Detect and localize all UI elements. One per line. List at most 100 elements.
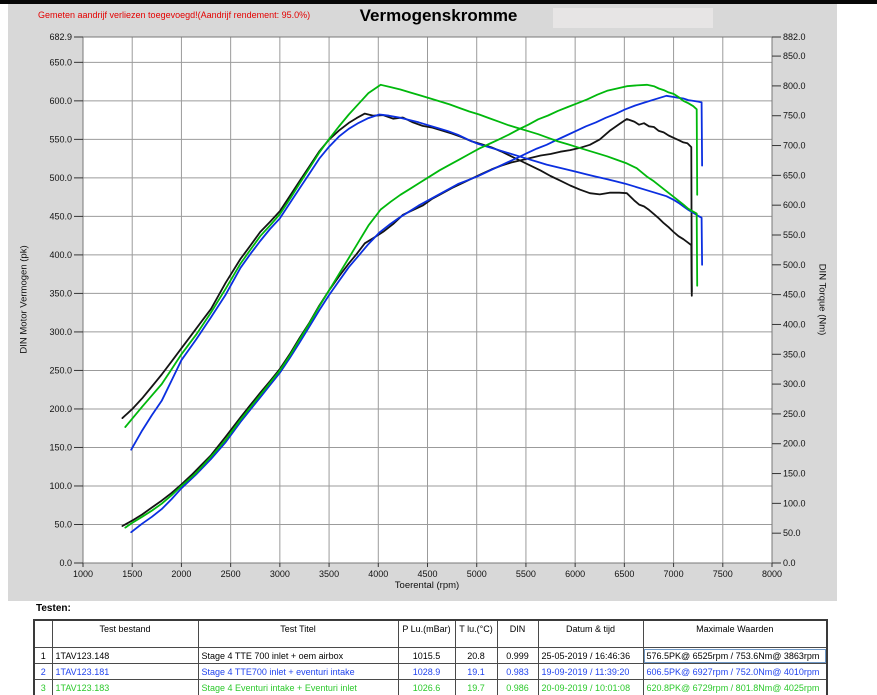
x-tick-label: 5500	[516, 569, 536, 579]
y-left-tick-label: 200.0	[49, 404, 72, 414]
x-tick-label: 4000	[368, 569, 388, 579]
table-cell: 0.999	[496, 647, 539, 664]
table-cell: 1TAV123.148	[51, 647, 199, 664]
table-header-cell: Test Titel	[197, 619, 399, 648]
table-header-cell	[33, 619, 53, 648]
y-right-tick-label: 100.0	[783, 498, 806, 508]
table-cell: 19.7	[454, 679, 498, 695]
table-row[interactable]: 3 1TAV123.183 Stage 4 Eventuri intake + Ev…	[33, 679, 828, 695]
curve-power-test2	[130, 94, 703, 534]
x-tick-label: 5000	[467, 569, 487, 579]
x-tick-label: 3500	[319, 569, 339, 579]
chart-title: Vermogenskromme	[359, 6, 518, 25]
drivetrain-loss-note: Gemeten aandrijf verliezen toegevoegd!(A…	[38, 10, 311, 20]
y-left-axis-title: DIN Motor Vermogen (pk)	[18, 245, 30, 354]
curve-torque-test1	[121, 112, 693, 420]
table-cell: 1TAV123.183	[51, 679, 199, 695]
curve-power-test3	[124, 83, 699, 529]
table-cell: Stage 4 Eventuri intake + Eventuri inlet	[197, 679, 399, 695]
y-right-tick-label: 800.0	[783, 81, 806, 91]
y-left-tick-label: 600.0	[49, 96, 72, 106]
table-cell: 606.5PK@ 6927rpm / 752.0Nm@ 4010rpm	[642, 663, 828, 680]
x-tick-label: 1500	[122, 569, 142, 579]
y-right-tick-label: 450.0	[783, 290, 806, 300]
y-right-axis-title: DIN Torque (Nm)	[816, 263, 828, 336]
y-left-tick-label: 350.0	[49, 288, 72, 298]
table-cell: Stage 4 TTE700 inlet + eventuri intake	[197, 663, 399, 680]
table-row[interactable]: 1 1TAV123.148 Stage 4 TTE 700 inlet + oem …	[33, 647, 828, 664]
table-header-cell: Test bestand	[51, 619, 199, 648]
table-cell: 19.1	[454, 663, 498, 680]
table-cell: 20-09-2019 / 10:01:08	[537, 679, 644, 695]
y-left-tick-label: 650.0	[49, 57, 72, 67]
table-header-cell: DIN	[496, 619, 539, 648]
y-right-tick-label: 350.0	[783, 349, 806, 359]
x-axis-title: Toerental (rpm)	[394, 580, 460, 591]
x-tick-label: 2500	[221, 569, 241, 579]
legend-placeholder-box	[553, 8, 713, 28]
table-cell: 19-09-2019 / 11:39:20	[537, 663, 644, 680]
table-header-cell: T lu.(°C)	[454, 619, 498, 648]
y-left-tick-label: 150.0	[49, 442, 72, 452]
table-cell: 1028.9	[397, 663, 456, 680]
y-left-tick-label: 100.0	[49, 481, 72, 491]
x-tick-label: 4500	[417, 569, 437, 579]
y-right-tick-label: 0.0	[783, 558, 796, 568]
table-cell: 576.5PK@ 6525rpm / 753.6Nm@ 3863rpm	[642, 647, 828, 664]
tests-table: Test bestand Test Titel P Lu.(mBar) T lu.(°…	[33, 619, 828, 695]
x-tick-label: 8000	[762, 569, 782, 579]
y-left-tick-label: 300.0	[49, 327, 72, 337]
y-right-tick-label: 300.0	[783, 379, 806, 389]
tests-table-header: Test bestand Test Titel P Lu.(mBar) T lu.(°…	[33, 619, 828, 648]
y-right-tick-label: 650.0	[783, 170, 806, 180]
y-right-tick-label: 850.0	[783, 51, 806, 61]
table-row[interactable]: 2 1TAV123.181 Stage 4 TTE700 inlet + event…	[33, 663, 828, 680]
y-right-tick-label: 500.0	[783, 260, 806, 270]
x-tick-label: 6000	[565, 569, 585, 579]
y-right-tick-label: 250.0	[783, 409, 806, 419]
table-cell: 620.8PK@ 6729rpm / 801.8Nm@ 4025rpm	[642, 679, 828, 695]
y-left-tick-label: 0.0	[59, 558, 72, 568]
tests-table-header-row: Test bestand Test Titel P Lu.(mBar) T lu.(°…	[33, 619, 828, 648]
y-right-tick-label: 882.0	[783, 32, 806, 42]
curve-torque-test3	[124, 83, 699, 428]
y-right-tick-label: 150.0	[783, 469, 806, 479]
power-torque-chart: 682.9 650.0 600.0 550.0 500.0 450.0 400.0 350.0…	[49, 32, 806, 579]
tests-table-body: 1 1TAV123.148 Stage 4 TTE 700 inlet + oem …	[33, 647, 828, 695]
y-right-tick-label: 400.0	[783, 319, 806, 329]
table-header-cell: P Lu.(mBar)	[397, 619, 456, 648]
table-cell: Stage 4 TTE 700 inlet + oem airbox	[197, 647, 399, 664]
x-tick-label: 7000	[664, 569, 684, 579]
y-right-tick-label: 700.0	[783, 141, 806, 151]
y-right-tick-label: 750.0	[783, 111, 806, 121]
y-left-tick-label: 400.0	[49, 250, 72, 260]
table-cell: 0.986	[496, 679, 539, 695]
table-cell: 25-05-2019 / 16:46:36	[537, 647, 644, 664]
x-tick-label: 1000	[73, 569, 93, 579]
curve-torque-test2	[130, 113, 703, 451]
table-cell: 0.983	[496, 663, 539, 680]
top-border-bar	[0, 0, 877, 4]
x-tick-label: 7500	[713, 569, 733, 579]
y-left-tick-label: 50.0	[54, 519, 72, 529]
table-cell: 3	[33, 679, 53, 695]
table-cell: 2	[33, 663, 53, 680]
y-right-tick-label: 550.0	[783, 230, 806, 240]
table-cell: 1015.5	[397, 647, 456, 664]
y-left-tick-label: 682.9	[49, 32, 72, 42]
y-left-tick-label: 250.0	[49, 365, 72, 375]
table-cell: 1026.6	[397, 679, 456, 695]
table-header-cell: Datum & tijd	[537, 619, 644, 648]
x-tick-label: 3000	[270, 569, 290, 579]
y-left-tick-label: 500.0	[49, 173, 72, 183]
table-cell: 1TAV123.181	[51, 663, 199, 680]
y-left-tick-label: 450.0	[49, 211, 72, 221]
table-header-cell: Maximale Waarden	[642, 619, 828, 648]
x-tick-label: 2000	[171, 569, 191, 579]
table-cell: 1	[33, 647, 53, 664]
y-right-tick-label: 200.0	[783, 439, 806, 449]
table-cell: 20.8	[454, 647, 498, 664]
y-left-tick-label: 550.0	[49, 134, 72, 144]
y-right-tick-label: 600.0	[783, 200, 806, 210]
